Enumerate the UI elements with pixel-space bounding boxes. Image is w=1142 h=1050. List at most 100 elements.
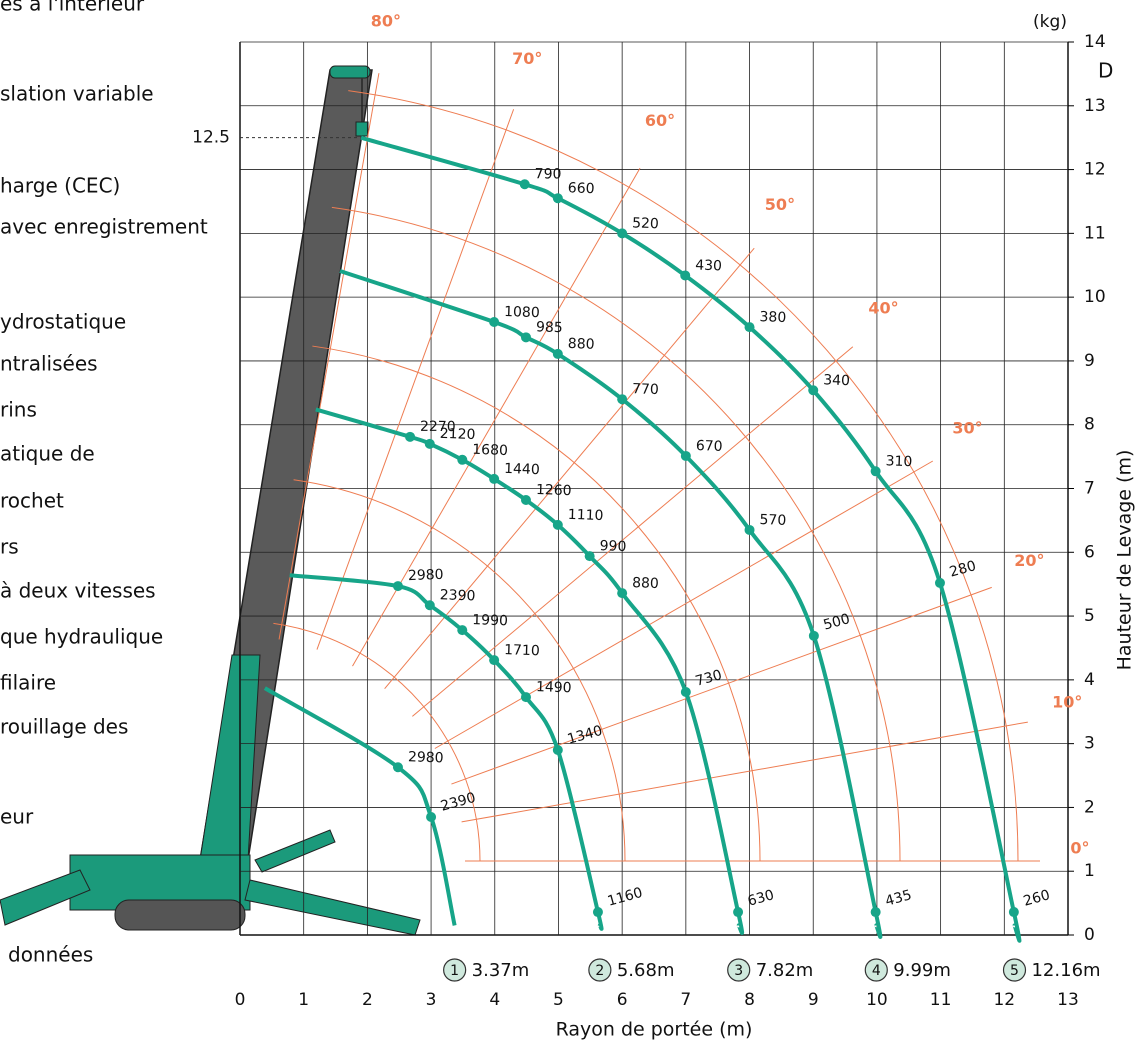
load-point <box>552 519 563 530</box>
load-point <box>520 692 531 703</box>
side-line: que hydraulique <box>0 625 163 649</box>
y-tick-label: 9 <box>1084 351 1095 371</box>
load-label: 340 <box>823 372 850 389</box>
load-curve <box>263 686 457 926</box>
side-line: avec enregistrement <box>0 215 208 239</box>
x-tick-label: 9 <box>808 990 819 1010</box>
load-label: 1490 <box>536 679 572 696</box>
load-point <box>680 686 691 697</box>
boom-tip <box>329 65 371 79</box>
angle-line <box>412 346 854 717</box>
load-point <box>584 551 595 562</box>
load-point <box>392 762 403 773</box>
boom-number: 2 <box>595 963 604 979</box>
load-label: 670 <box>696 438 723 455</box>
side-line: à deux vitesses <box>0 579 156 603</box>
x-axis-label: Rayon de portée (m) <box>556 1019 753 1041</box>
load-point <box>489 655 500 666</box>
load-curve <box>315 407 745 935</box>
boom-radius: 5.68m <box>617 960 675 981</box>
load-point <box>457 625 468 636</box>
grid <box>239 41 1069 936</box>
boom-marker <box>443 958 467 982</box>
boom-marker <box>588 958 612 982</box>
side-line: ydrostatique <box>0 310 126 334</box>
unit-label: (kg) <box>1033 12 1067 32</box>
boom-radius: 12.16m <box>1031 960 1100 981</box>
load-point <box>489 473 500 484</box>
y-tick-label: 2 <box>1084 797 1095 817</box>
y-tick-label: 7 <box>1084 479 1095 499</box>
angle-label: 20° <box>1014 551 1044 570</box>
side-line: harge (CEC) <box>0 174 120 198</box>
angle-line <box>352 167 641 667</box>
side-line: rochet <box>0 489 64 513</box>
boom-marker <box>1002 958 1027 982</box>
angle-label: 10° <box>1052 693 1082 712</box>
load-label: 1440 <box>504 461 540 478</box>
side-line: slation variable <box>0 82 154 106</box>
load-point <box>489 317 500 328</box>
side-line: rs <box>0 535 19 559</box>
load-label: 1990 <box>472 612 508 629</box>
load-point <box>457 454 468 465</box>
x-tick-label: 8 <box>744 990 755 1010</box>
load-point <box>617 588 628 599</box>
load-point <box>733 907 744 918</box>
load-label: 1680 <box>472 442 508 459</box>
side-line: rins <box>0 398 37 422</box>
load-label: 520 <box>632 215 659 232</box>
load-label: 790 <box>535 166 562 182</box>
outrigger <box>244 879 421 936</box>
load-label: 380 <box>759 309 786 326</box>
angle-label: 40° <box>868 299 898 318</box>
load-point <box>592 907 603 918</box>
boom-marker <box>727 958 751 982</box>
side-line: eur <box>0 805 34 829</box>
x-tick-label: 6 <box>617 990 628 1010</box>
y-axis-label: Hauteur de Levage (m) <box>1114 450 1136 671</box>
x-tick-label: 7 <box>680 990 691 1010</box>
load-point <box>934 577 945 588</box>
load-point <box>552 348 563 359</box>
load-label: 435 <box>884 887 914 910</box>
x-tick-label: 1 <box>298 990 309 1010</box>
load-label: 985 <box>536 319 563 336</box>
load-label: 1110 <box>568 507 604 524</box>
load-point <box>392 581 403 592</box>
x-tick-label: 10 <box>866 990 888 1010</box>
angle-line <box>316 109 515 650</box>
load-label: 1710 <box>504 642 540 659</box>
boom-number: 4 <box>872 963 881 979</box>
load-point <box>680 270 691 281</box>
x-tick-label: 3 <box>426 990 437 1010</box>
y-tick-label: 0 <box>1084 925 1095 945</box>
outrigger <box>0 869 91 926</box>
angle-label: 80° <box>371 11 401 30</box>
load-label: 500 <box>822 611 852 634</box>
angle-arc <box>312 345 761 862</box>
x-tick-label: 5 <box>553 990 564 1010</box>
track <box>114 899 246 931</box>
load-point <box>617 228 628 239</box>
angle-arc <box>273 622 481 862</box>
y-tick-label: 6 <box>1084 542 1095 562</box>
load-point <box>520 494 531 505</box>
load-point <box>870 907 881 918</box>
y-tick-label: 8 <box>1084 415 1095 435</box>
boom-number: 1 <box>450 963 459 979</box>
load-label: 260 <box>1022 887 1052 910</box>
load-point <box>617 394 628 405</box>
side-line: atique de <box>0 442 95 466</box>
load-point <box>808 385 819 396</box>
angle-arc <box>348 90 1019 862</box>
x-tick-label: 0 <box>235 990 246 1010</box>
angle-line <box>451 586 992 785</box>
y-tick-label: 11 <box>1084 223 1106 243</box>
load-point <box>426 811 437 822</box>
hook <box>355 121 369 137</box>
load-point <box>520 332 531 343</box>
side-text: es à l'intérieur slation variable harge (C… <box>0 0 208 967</box>
load-label: 990 <box>599 538 626 555</box>
